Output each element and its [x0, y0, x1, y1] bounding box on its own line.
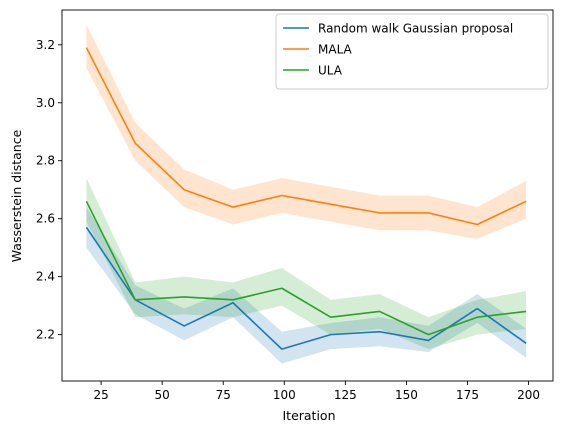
- y-tick-label: 2.2: [36, 328, 55, 342]
- series-2-band: [86, 178, 527, 350]
- x-tick-label: 50: [155, 388, 170, 402]
- legend-label: ULA: [318, 64, 343, 78]
- x-tick-label: 175: [456, 388, 479, 402]
- x-tick-label: 150: [395, 388, 418, 402]
- y-tick-label: 3.2: [36, 38, 55, 52]
- plot-frame: [61, 9, 554, 382]
- series-1-line: [85, 47, 527, 226]
- series-2-line: [85, 200, 527, 336]
- x-tick-label: 200: [517, 388, 540, 402]
- y-tick-label: 2.4: [36, 270, 55, 284]
- x-tick-label: 125: [334, 388, 357, 402]
- y-axis-title: Wasserstein distance: [9, 129, 24, 262]
- x-tick-label: 100: [273, 388, 296, 402]
- y-tick-label: 2.6: [36, 212, 55, 226]
- series-0-band: [86, 207, 527, 364]
- legend-label: Random walk Gaussian proposal: [318, 22, 513, 36]
- y-tick-label: 3.0: [36, 96, 55, 110]
- series-0-line: [85, 226, 527, 350]
- legend-label: MALA: [318, 43, 353, 57]
- x-tick-label: 75: [216, 388, 231, 402]
- series-1-band: [86, 24, 527, 239]
- legend-box: [275, 13, 549, 90]
- x-axis-title: Iteration: [282, 408, 335, 423]
- y-tick-label: 2.8: [36, 154, 55, 168]
- x-tick-label: 25: [93, 388, 108, 402]
